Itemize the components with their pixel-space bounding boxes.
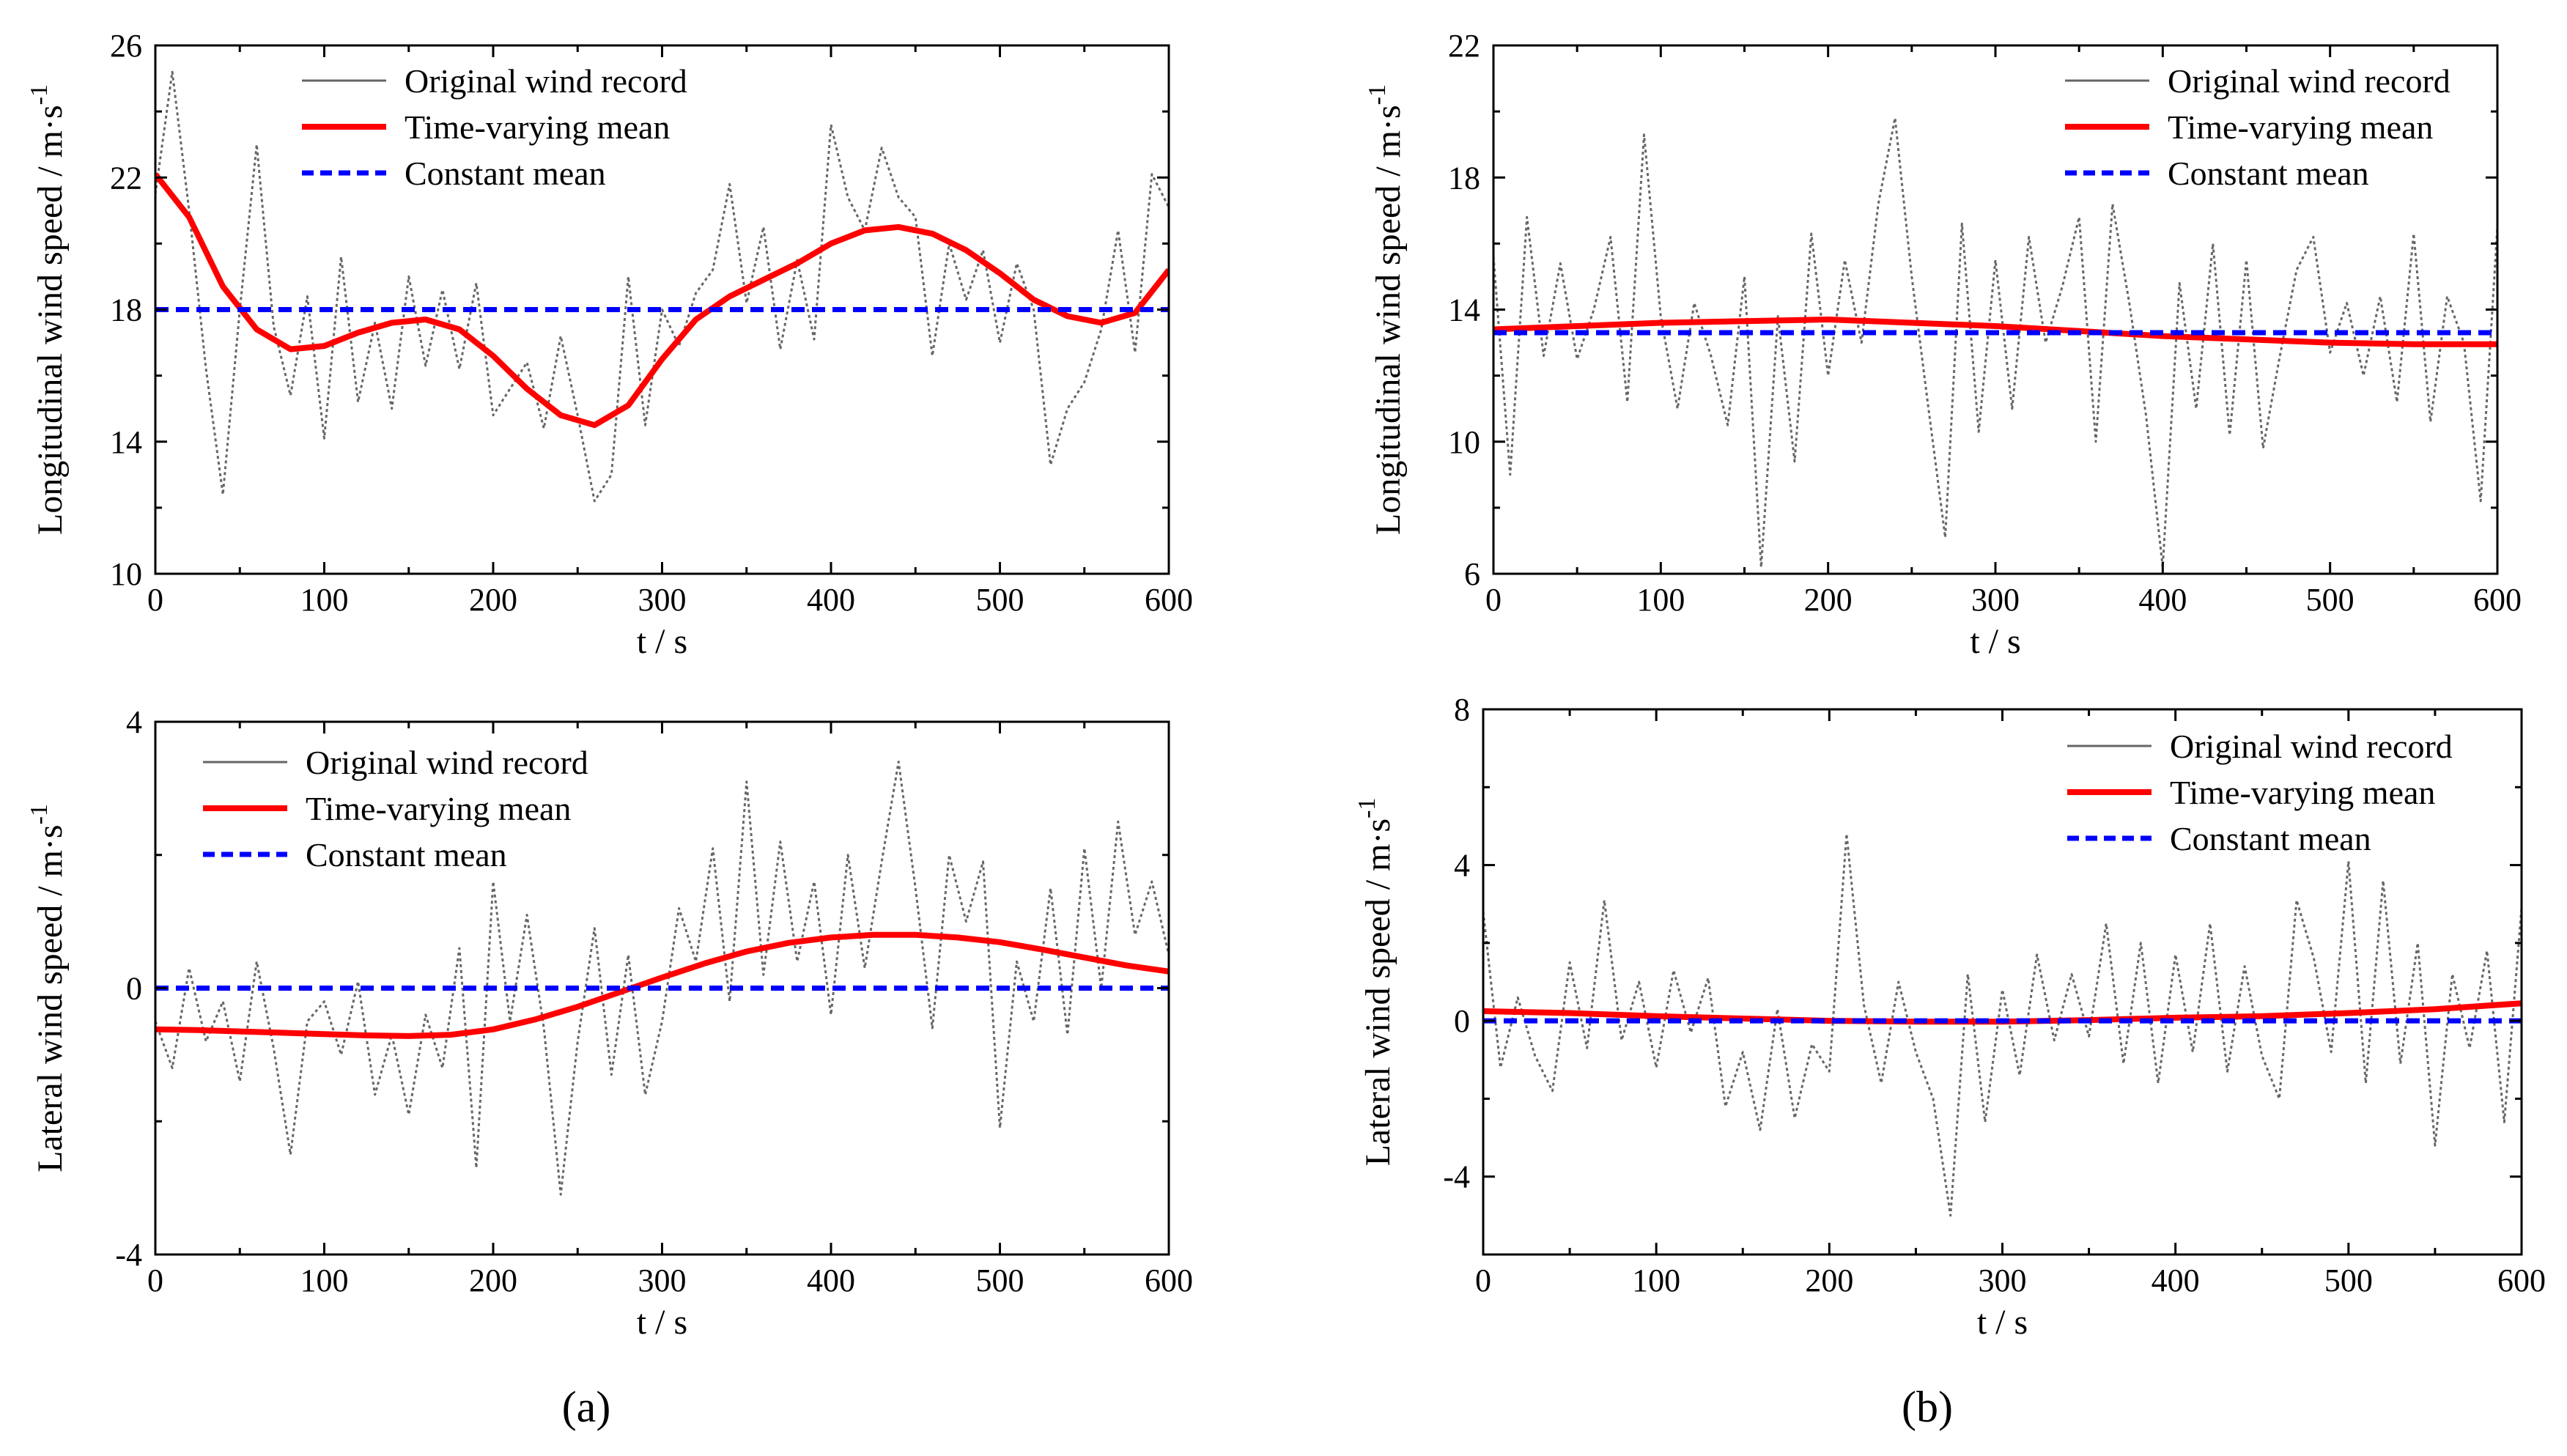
x-tick-label: 500 (976, 582, 1024, 618)
y-tick-label: 8 (1454, 692, 1470, 728)
legend-label: Constant mean (306, 836, 507, 873)
x-tick-label: 400 (2152, 1263, 2200, 1298)
chart-top-left: 0 100 200 300 400 500 600 10 14 18 22 26 t / s Longit… (26, 28, 1193, 661)
y-axis-label-exponent: -1 (26, 84, 53, 105)
x-axis-label: t / s (1970, 622, 2020, 661)
x-tick-label: 0 (1485, 582, 1502, 618)
legend-label: Time-varying mean (306, 790, 571, 827)
legend: Original wind record Time-varying mean Con… (2065, 62, 2450, 192)
x-tick-label: 600 (2497, 1263, 2546, 1298)
x-axis-label: t / s (637, 1303, 687, 1342)
x-tick-label: 200 (1805, 1263, 1853, 1298)
x-tick-label: 300 (638, 582, 687, 618)
panel-label-a: (a) (562, 1383, 611, 1431)
x-tick-label: 100 (1632, 1263, 1680, 1298)
x-tick-label: 0 (1475, 1263, 1491, 1298)
y-tick-label: 22 (110, 160, 142, 196)
series-group (155, 70, 1169, 503)
x-tick-label: 500 (976, 1263, 1024, 1298)
y-tick-label: -4 (115, 1237, 142, 1273)
y-tick-label: 6 (1464, 556, 1480, 592)
legend-label: Original wind record (405, 62, 687, 100)
x-tick-label: 600 (1145, 582, 1193, 618)
y-tick-label: 26 (110, 28, 142, 64)
y-tick-label: 0 (1454, 1003, 1470, 1039)
x-tick-label: 300 (1971, 582, 2020, 618)
x-tick-label: 400 (2138, 582, 2187, 618)
x-tick-label: 200 (469, 1263, 517, 1298)
y-tick-label: 18 (110, 292, 142, 328)
y-axis-label: Lateral wind speed / m·s-1 (1353, 798, 1397, 1167)
x-tick-label: 200 (1804, 582, 1853, 618)
legend-label: Constant mean (2168, 155, 2369, 192)
legend-label: Original wind record (2170, 728, 2453, 765)
x-tick-label: 100 (300, 1263, 349, 1298)
x-tick-label: 600 (2473, 582, 2522, 618)
series-line-solid-red (155, 172, 1169, 429)
x-tick-label: 500 (2324, 1263, 2373, 1298)
legend-label: Time-varying mean (2170, 774, 2435, 811)
x-tick-label: 500 (2306, 582, 2354, 618)
series-group (1493, 117, 2497, 569)
y-tick-label: 10 (1448, 424, 1480, 460)
y-tick-label: 14 (1448, 292, 1480, 328)
series-line-solid-red (155, 931, 1169, 1039)
legend-label: Constant mean (2170, 820, 2371, 857)
x-tick-label: 300 (638, 1263, 687, 1298)
y-axis-label: Lateral wind speed / m·s-1 (26, 804, 70, 1172)
y-tick-label: 18 (1448, 160, 1480, 196)
series-group (155, 761, 1169, 1196)
chart-bottom-right: 0 100 200 300 400 500 600 -4 0 4 8 t / s Lateral win… (1353, 692, 2546, 1342)
x-tick-label: 300 (1979, 1263, 2027, 1298)
x-tick-label: 100 (1636, 582, 1685, 618)
legend-label: Time-varying mean (405, 108, 670, 146)
x-tick-label: 400 (807, 582, 855, 618)
y-tick-label: 0 (126, 971, 142, 1007)
legend-label: Original wind record (2168, 62, 2450, 100)
y-tick-label: 14 (110, 424, 142, 460)
y-tick-label: 22 (1448, 28, 1480, 64)
legend-label: Time-varying mean (2168, 108, 2433, 146)
x-axis-label: t / s (1977, 1303, 2028, 1342)
x-tick-label: 600 (1145, 1263, 1193, 1298)
x-tick-label: 100 (300, 582, 349, 618)
y-axis-label-exponent: -1 (26, 804, 53, 824)
x-tick-label: 0 (147, 582, 163, 618)
y-tick-label: 4 (1454, 848, 1470, 884)
x-axis-label: t / s (637, 622, 687, 661)
legend: Original wind record Time-varying mean Con… (302, 62, 687, 192)
legend: Original wind record Time-varying mean Con… (203, 744, 588, 873)
legend: Original wind record Time-varying mean Con… (2067, 728, 2453, 857)
y-tick-label: 10 (110, 556, 142, 592)
x-tick-label: 400 (807, 1263, 855, 1298)
series-line-solid-red (1493, 317, 2497, 347)
y-axis-label-exponent: -1 (1364, 84, 1391, 105)
y-axis-label: Longitudinal wind speed / m·s-1 (1364, 84, 1408, 535)
series-line-dotted-gray (1483, 832, 2522, 1217)
series-line-dotted-gray (155, 761, 1169, 1196)
y-axis-label: Longitudinal wind speed / m·s-1 (26, 84, 70, 535)
legend-label: Original wind record (306, 744, 588, 781)
y-axis-label-exponent: -1 (1353, 798, 1381, 818)
panel-label-b: (b) (1902, 1383, 1953, 1431)
y-tick-label: -4 (1443, 1159, 1470, 1195)
chart-top-right: 0 100 200 300 400 500 600 6 10 14 18 22 t / s Longitu… (1364, 28, 2522, 661)
legend-label: Constant mean (405, 155, 606, 192)
series-group (1483, 832, 2522, 1217)
series-line-dotted-gray (1493, 117, 2497, 569)
x-tick-label: 200 (469, 582, 517, 618)
x-tick-label: 0 (147, 1263, 163, 1298)
y-tick-label: 4 (126, 704, 142, 740)
series-line-dotted-gray (155, 70, 1169, 503)
